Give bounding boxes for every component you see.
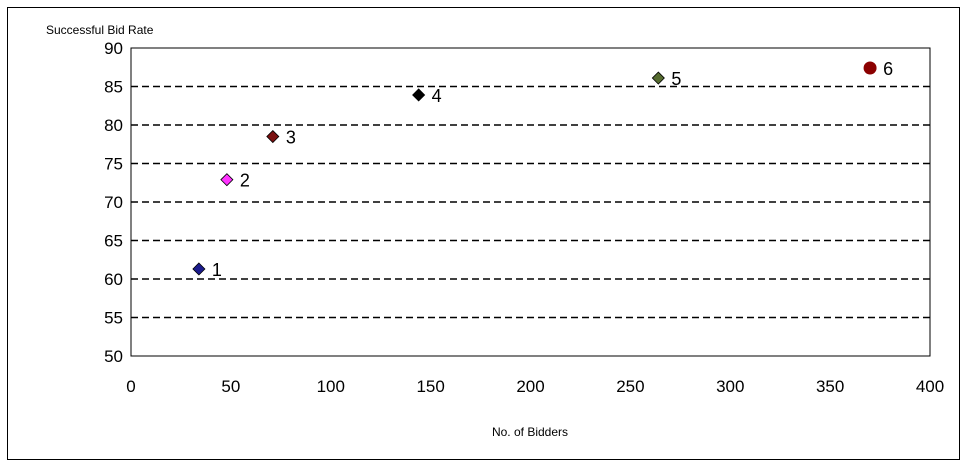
y-tick-label: 50 [104, 347, 123, 366]
data-label-6: 6 [883, 59, 893, 79]
x-tick-label: 50 [221, 377, 240, 396]
data-point-4 [412, 88, 426, 102]
data-point-5 [651, 71, 665, 85]
y-tick-label: 85 [104, 78, 123, 97]
data-label-1: 1 [212, 260, 222, 280]
x-tick-label: 350 [816, 377, 844, 396]
x-tick-label: 150 [416, 377, 444, 396]
point-layer: 1 2 3 4 5 6 [192, 59, 893, 280]
chart-frame: 50 55 60 65 70 75 80 85 90 0 50 100 150 200 250 300 350 4… [7, 7, 960, 460]
x-tick-label: 400 [916, 377, 944, 396]
x-tick-label: 100 [317, 377, 345, 396]
y-tick-label: 75 [104, 155, 123, 174]
y-tick-label: 80 [104, 116, 123, 135]
data-label-2: 2 [240, 171, 250, 191]
x-axis-title: No. of Bidders [492, 425, 568, 439]
grid-layer [131, 85, 930, 319]
data-label-3: 3 [286, 128, 296, 148]
plot-area [130, 47, 931, 357]
data-label-5: 5 [671, 69, 681, 89]
y-tick-label: 65 [104, 232, 123, 251]
data-point-1 [192, 262, 206, 276]
x-tick-label: 300 [716, 377, 744, 396]
data-label-4: 4 [432, 86, 442, 106]
data-point-3 [266, 129, 280, 144]
y-tick-label: 90 [104, 39, 123, 58]
y-tick-label: 60 [104, 270, 123, 289]
x-tick-label: 200 [516, 377, 544, 396]
y-tick-label: 55 [104, 309, 123, 328]
x-tick-label: 250 [616, 377, 644, 396]
x-tick-label: 0 [126, 377, 135, 396]
y-tick-label: 70 [104, 193, 123, 212]
data-point-2 [220, 173, 234, 187]
y-axis-title: Successful Bid Rate [46, 23, 154, 37]
data-point-6 [863, 61, 877, 75]
